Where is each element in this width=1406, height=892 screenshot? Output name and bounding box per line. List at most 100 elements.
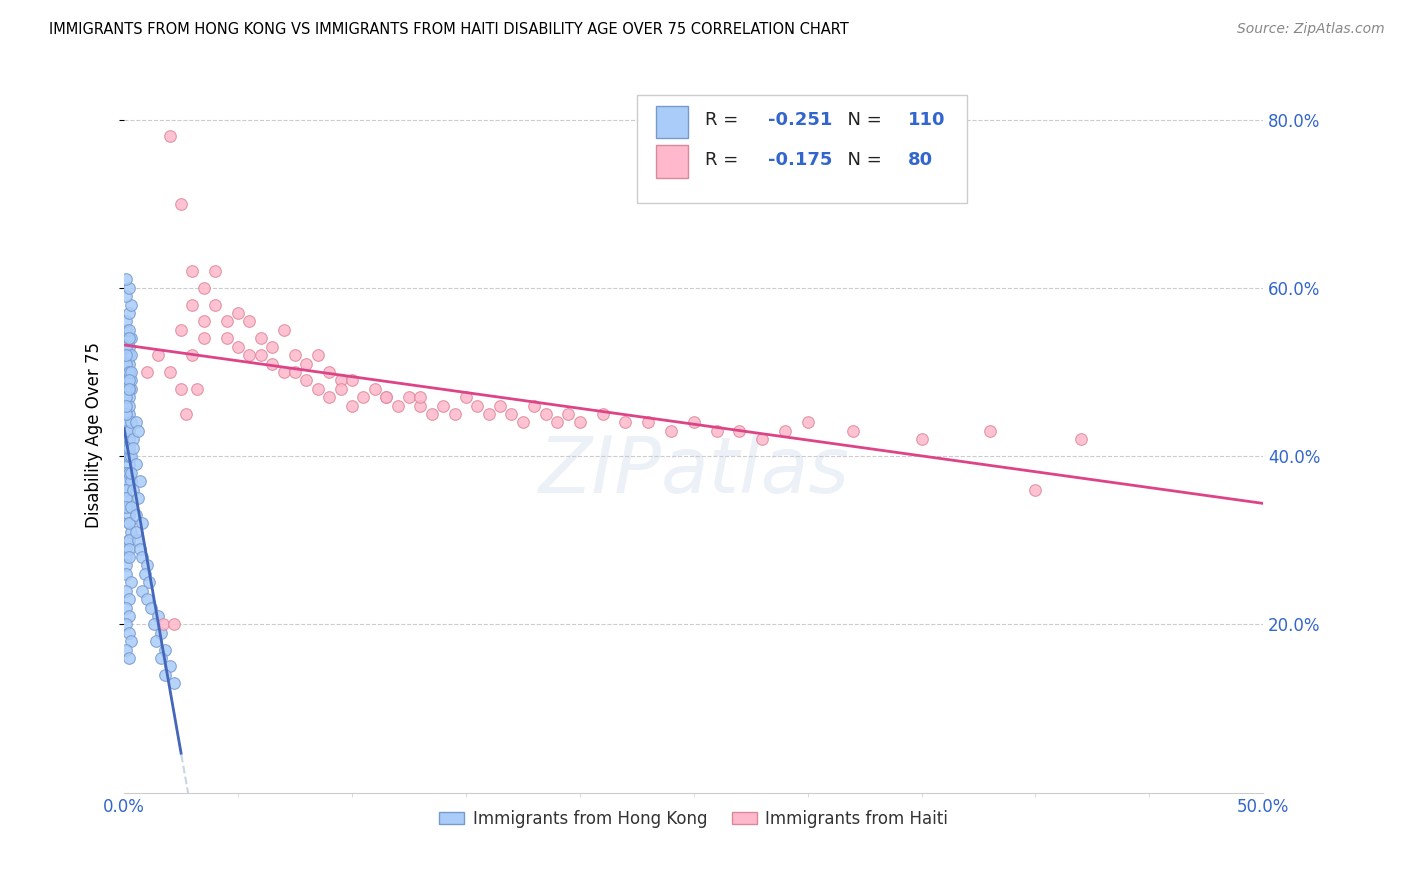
Point <box>135 592 157 607</box>
Point <box>226 340 249 354</box>
Point <box>163 617 186 632</box>
Point <box>118 365 141 379</box>
Point <box>141 600 163 615</box>
Point <box>193 314 215 328</box>
Point <box>420 407 443 421</box>
Point <box>307 382 329 396</box>
Point <box>262 357 284 371</box>
Point <box>118 609 141 624</box>
Point <box>148 609 170 624</box>
Point <box>115 558 138 573</box>
Point <box>174 407 197 421</box>
Point <box>115 600 138 615</box>
Point <box>238 314 260 328</box>
Point <box>443 407 465 421</box>
Point <box>226 306 249 320</box>
Point <box>120 475 142 489</box>
Point <box>796 416 818 430</box>
Point <box>118 516 141 531</box>
Point <box>118 390 141 404</box>
Point <box>118 340 141 354</box>
Point <box>118 399 141 413</box>
Legend: Immigrants from Hong Kong, Immigrants from Haiti: Immigrants from Hong Kong, Immigrants fr… <box>433 803 955 834</box>
Point <box>120 466 142 480</box>
Point <box>979 424 1001 438</box>
Point <box>512 416 534 430</box>
Point <box>118 458 141 472</box>
Point <box>118 323 141 337</box>
Text: ZIPatlas: ZIPatlas <box>538 433 849 508</box>
Point <box>122 441 145 455</box>
Point <box>115 449 138 463</box>
Point <box>120 373 142 387</box>
Point <box>454 390 477 404</box>
Point <box>1070 432 1092 446</box>
Point <box>115 500 138 514</box>
Point <box>204 298 226 312</box>
Point <box>118 407 141 421</box>
Point <box>568 416 591 430</box>
Point <box>115 491 138 505</box>
Point <box>170 323 193 337</box>
Point <box>145 634 167 648</box>
Point <box>181 348 204 362</box>
Point <box>153 668 176 682</box>
Point <box>295 373 318 387</box>
Point <box>706 424 728 438</box>
Point <box>682 416 704 430</box>
Point <box>152 617 174 632</box>
Point <box>153 642 176 657</box>
Point <box>159 365 181 379</box>
Point <box>124 416 146 430</box>
Point <box>118 533 141 548</box>
Point <box>546 416 568 430</box>
Point <box>273 323 295 337</box>
Point <box>115 348 138 362</box>
Point <box>186 382 208 396</box>
Point <box>329 373 352 387</box>
Point <box>181 264 204 278</box>
Point <box>115 365 138 379</box>
Point <box>138 575 160 590</box>
Text: R =: R = <box>706 112 744 129</box>
Point <box>120 298 142 312</box>
Point <box>122 432 145 446</box>
Point <box>432 399 454 413</box>
Point <box>284 365 307 379</box>
Point <box>120 634 142 648</box>
Point <box>193 281 215 295</box>
Point <box>120 348 142 362</box>
Point <box>295 357 318 371</box>
Point <box>115 424 138 438</box>
Point <box>118 651 141 665</box>
Point <box>115 441 138 455</box>
Point <box>131 550 153 565</box>
Point <box>115 399 138 413</box>
Point <box>142 617 165 632</box>
Point <box>115 617 138 632</box>
Point <box>115 550 138 565</box>
Point <box>115 390 138 404</box>
Text: N =: N = <box>837 151 887 169</box>
Point <box>124 508 146 522</box>
Point <box>118 348 141 362</box>
Point <box>387 399 409 413</box>
Point <box>115 642 138 657</box>
FancyBboxPatch shape <box>637 95 967 202</box>
Point <box>120 449 142 463</box>
Point <box>118 625 141 640</box>
Point <box>637 416 659 430</box>
Point <box>728 424 751 438</box>
Point <box>135 365 157 379</box>
Point <box>501 407 523 421</box>
Point <box>592 407 614 421</box>
Point <box>127 424 149 438</box>
Point <box>614 416 637 430</box>
Point <box>129 475 152 489</box>
Point <box>129 541 152 556</box>
Point <box>134 566 156 581</box>
Text: 80: 80 <box>908 151 934 169</box>
Point <box>124 524 146 539</box>
Point <box>118 449 141 463</box>
Point <box>115 323 138 337</box>
